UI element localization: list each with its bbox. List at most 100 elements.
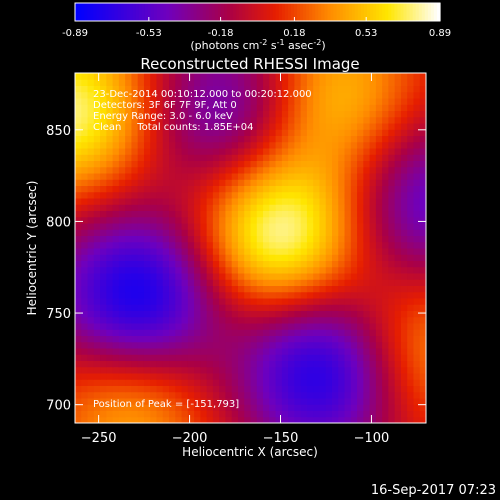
heatmap-cell bbox=[137, 179, 145, 186]
heatmap-cell bbox=[288, 166, 295, 174]
heatmap-cell bbox=[175, 160, 183, 168]
heatmap-cell bbox=[231, 260, 239, 268]
heatmap-cell bbox=[143, 235, 151, 243]
heatmap-cell bbox=[256, 248, 264, 255]
heatmap-cell bbox=[407, 248, 414, 255]
heatmap-cell bbox=[169, 160, 176, 168]
heatmap-cell bbox=[350, 166, 358, 174]
heatmap-cell bbox=[263, 160, 270, 168]
heatmap-cell bbox=[212, 335, 220, 343]
heatmap-cell bbox=[225, 166, 233, 174]
heatmap-cell bbox=[93, 223, 101, 230]
heatmap-cell bbox=[81, 79, 89, 86]
heatmap-cell bbox=[419, 354, 426, 361]
heatmap-cell bbox=[388, 129, 396, 136]
heatmap-cell bbox=[187, 123, 195, 130]
heatmap-cell bbox=[344, 216, 352, 224]
heatmap-cell bbox=[256, 116, 264, 124]
heatmap-cell bbox=[212, 241, 220, 249]
heatmap-cell bbox=[256, 304, 264, 311]
heatmap-cell bbox=[244, 310, 251, 318]
heatmap-cell bbox=[325, 366, 333, 374]
heatmap-cell bbox=[162, 235, 170, 243]
heatmap-cell bbox=[125, 360, 132, 368]
heatmap-cell bbox=[143, 379, 151, 386]
heatmap-cell bbox=[156, 204, 164, 211]
heatmap-cell bbox=[237, 241, 245, 249]
heatmap-cell bbox=[137, 216, 145, 224]
heatmap-cell bbox=[263, 366, 270, 374]
heatmap-cell bbox=[112, 260, 120, 268]
heatmap-cell bbox=[369, 166, 377, 174]
heatmap-cell bbox=[300, 348, 308, 355]
heatmap-cell bbox=[156, 385, 164, 393]
colorbar-cell bbox=[333, 3, 338, 21]
heatmap-cell bbox=[413, 335, 421, 343]
heatmap-cell bbox=[212, 379, 220, 386]
heatmap-cell bbox=[294, 316, 302, 324]
heatmap-cell bbox=[143, 173, 151, 180]
heatmap-cell bbox=[313, 266, 320, 274]
heatmap-cell bbox=[181, 335, 189, 343]
heatmap-cell bbox=[313, 210, 320, 218]
heatmap-cell bbox=[250, 166, 258, 174]
heatmap-cell bbox=[344, 391, 352, 399]
heatmap-cell bbox=[244, 273, 251, 280]
heatmap-cell bbox=[256, 354, 264, 361]
heatmap-cell bbox=[125, 310, 132, 318]
colorbar-cell bbox=[415, 3, 420, 21]
heatmap-cell bbox=[200, 285, 208, 293]
heatmap-cell bbox=[281, 341, 289, 349]
heatmap-cell bbox=[131, 241, 139, 249]
heatmap-cell bbox=[131, 323, 139, 330]
heatmap-cell bbox=[263, 298, 270, 305]
heatmap-cell bbox=[100, 135, 107, 143]
heatmap-cell bbox=[181, 304, 189, 311]
heatmap-cell bbox=[357, 198, 364, 205]
heatmap-cell bbox=[319, 166, 327, 174]
heatmap-cell bbox=[200, 310, 208, 318]
heatmap-cell bbox=[375, 110, 383, 118]
heatmap-cell bbox=[419, 216, 426, 224]
heatmap-cell bbox=[357, 260, 364, 268]
heatmap-cell bbox=[306, 285, 314, 293]
heatmap-cell bbox=[212, 173, 220, 180]
heatmap-cell bbox=[237, 373, 245, 380]
heatmap-cell bbox=[281, 104, 289, 111]
heatmap-cell bbox=[388, 148, 396, 155]
heatmap-cell bbox=[369, 273, 377, 280]
heatmap-cell bbox=[100, 266, 107, 274]
heatmap-cell bbox=[382, 85, 389, 93]
heatmap-cell bbox=[125, 98, 132, 105]
heatmap-cell bbox=[375, 160, 383, 168]
heatmap-cell bbox=[143, 123, 151, 130]
heatmap-cell bbox=[175, 354, 183, 361]
heatmap-cell bbox=[112, 254, 120, 261]
heatmap-cell bbox=[344, 273, 352, 280]
heatmap-cell bbox=[225, 416, 233, 423]
heatmap-cell bbox=[331, 235, 339, 243]
heatmap-cell bbox=[375, 173, 383, 180]
heatmap-cell bbox=[212, 298, 220, 305]
heatmap-cell bbox=[225, 129, 233, 136]
heatmap-cell bbox=[150, 98, 157, 105]
heatmap-cell bbox=[419, 98, 426, 105]
heatmap-cell bbox=[413, 398, 421, 405]
heatmap-cell bbox=[87, 160, 95, 168]
heatmap-cell bbox=[382, 348, 389, 355]
heatmap-cell bbox=[306, 416, 314, 423]
heatmap-cell bbox=[187, 116, 195, 124]
heatmap-cell bbox=[300, 210, 308, 218]
heatmap-cell bbox=[275, 254, 283, 261]
heatmap-cell bbox=[175, 316, 183, 324]
heatmap-cell bbox=[306, 410, 314, 418]
heatmap-cell bbox=[344, 310, 352, 318]
heatmap-cell bbox=[394, 310, 402, 318]
heatmap-cell bbox=[294, 248, 302, 255]
heatmap-cell bbox=[200, 410, 208, 418]
heatmap-cell bbox=[112, 341, 120, 349]
heatmap-cell bbox=[81, 241, 89, 249]
colorbar-cell bbox=[114, 3, 119, 21]
heatmap-cell bbox=[93, 79, 101, 86]
heatmap-cell bbox=[244, 135, 251, 143]
